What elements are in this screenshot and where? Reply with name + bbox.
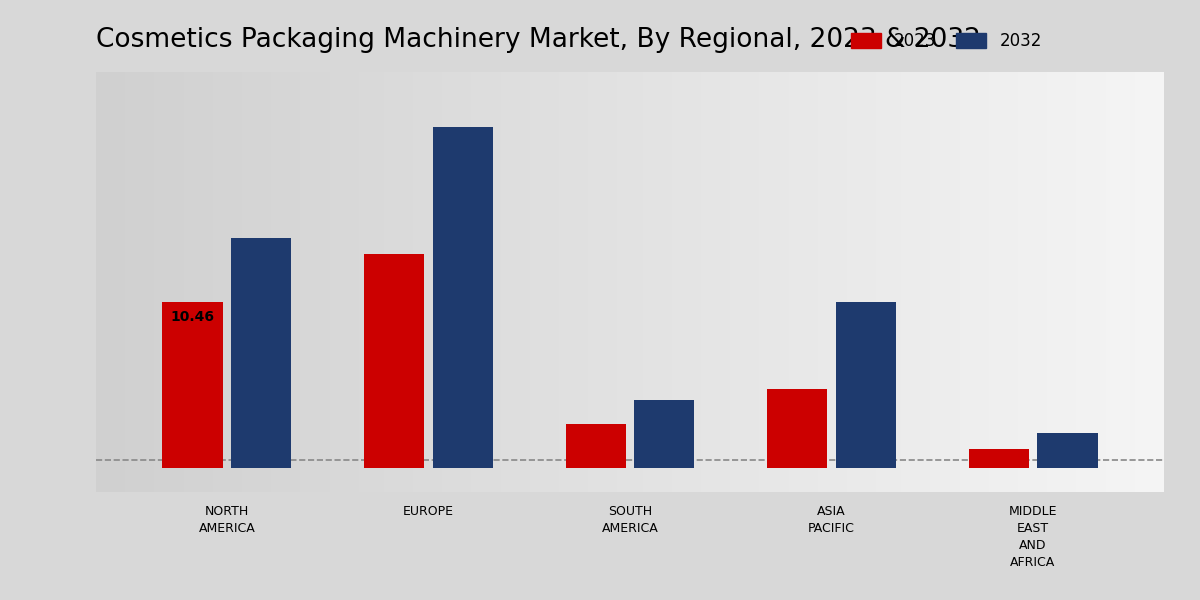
Text: Cosmetics Packaging Machinery Market, By Regional, 2023 & 2032: Cosmetics Packaging Machinery Market, By… xyxy=(96,27,980,53)
Bar xyxy=(432,127,493,468)
Bar xyxy=(835,302,896,468)
Bar xyxy=(634,400,695,468)
Text: 10.46: 10.46 xyxy=(170,310,215,325)
Bar xyxy=(968,449,1028,468)
Bar xyxy=(364,254,425,468)
Legend: 2023, 2032: 2023, 2032 xyxy=(844,26,1049,57)
Bar xyxy=(565,424,626,468)
Bar xyxy=(162,302,223,468)
Bar xyxy=(232,238,292,468)
Bar xyxy=(1037,433,1098,468)
Bar xyxy=(767,389,828,468)
